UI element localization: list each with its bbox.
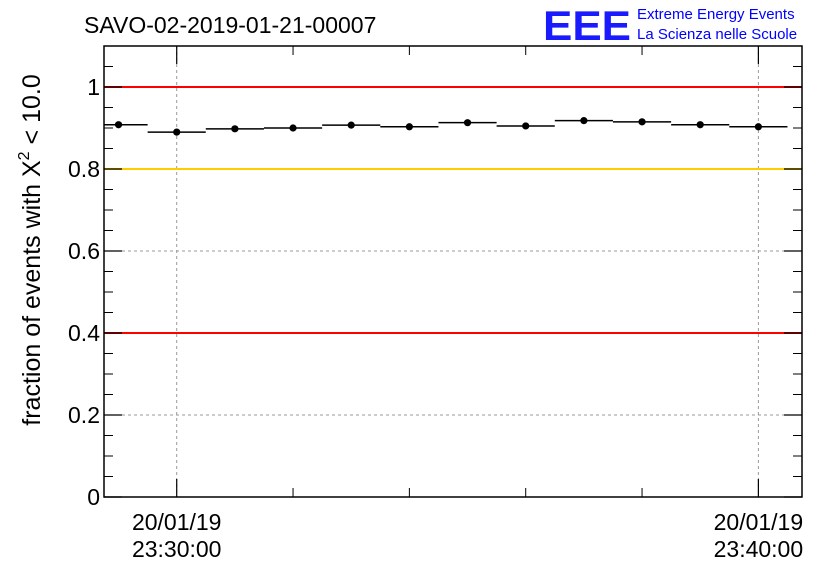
y-tick-label: 0 — [87, 484, 100, 510]
logo-eee-text: EEE — [543, 2, 631, 49]
y-tick-label: 0.6 — [68, 238, 100, 264]
y-axis-label-prefix: fraction of events with — [18, 177, 46, 426]
x-tick-label-time: 23:30:00 — [132, 536, 222, 562]
data-point — [696, 121, 704, 129]
data-point — [405, 123, 413, 131]
data-point — [522, 122, 530, 130]
y-tick-label: 0.4 — [68, 320, 100, 346]
logo-line-1: Extreme Energy Events — [637, 6, 795, 23]
y-axis-label: fraction of events with X2 < 10.0 — [16, 74, 46, 425]
x-tick-label-date: 20/01/19 — [132, 509, 222, 535]
data-point — [463, 119, 472, 127]
data-point — [289, 124, 297, 132]
tick-labels: 00.20.40.60.8120/01/1923:30:0020/01/1923… — [68, 74, 803, 562]
y-tick-label: 1 — [87, 74, 100, 100]
data-point — [173, 128, 181, 136]
y-tick-label: 0.2 — [68, 402, 100, 428]
y-axis-label-symbol: X — [18, 160, 46, 177]
data-point — [638, 118, 646, 126]
x-tick-label-date: 20/01/19 — [714, 509, 804, 535]
y-axis-label-exp: 2 — [16, 151, 33, 160]
chart-title: SAVO-02-2019-01-21-00007 — [84, 12, 376, 38]
data-point — [231, 125, 239, 133]
reference-lines — [104, 86, 802, 334]
y-tick-label: 0.8 — [68, 156, 100, 182]
grid — [104, 46, 802, 497]
y-axis-label-suffix: < 10.0 — [18, 74, 46, 151]
logo-line-2: La Scienza nelle Scuole — [637, 26, 797, 43]
data-point — [754, 123, 762, 131]
plot-frame — [103, 45, 803, 498]
data-point — [114, 121, 123, 129]
axes — [103, 45, 803, 498]
eee-logo: EEE Extreme Energy Events La Scienza nel… — [543, 2, 797, 49]
data-series — [104, 117, 788, 136]
data-point — [347, 121, 355, 129]
data-point — [580, 117, 588, 125]
x-tick-label-time: 23:40:00 — [714, 536, 804, 562]
